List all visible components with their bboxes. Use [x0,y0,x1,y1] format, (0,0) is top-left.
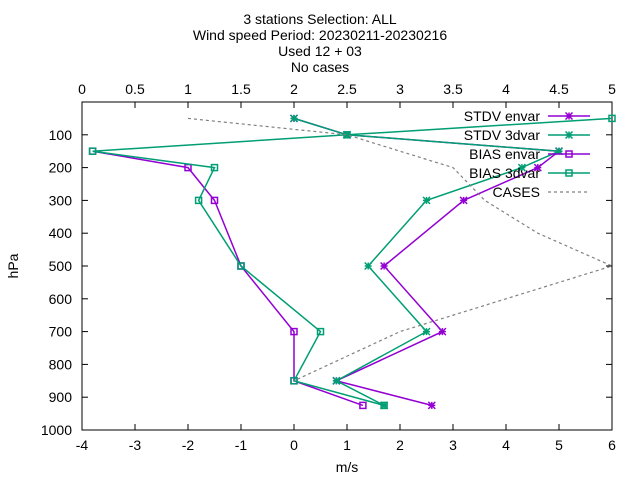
y-axis-label: hPa [5,253,21,278]
x2-tick-label: 0 [78,81,86,97]
x2-tick-label: 4 [502,81,510,97]
chart-title-line-3: Used 12 + 03 [278,43,362,59]
data-point-square [290,377,298,385]
y-tick-label: 500 [49,258,73,274]
chart-title-line-1: 3 stations Selection: ALL [243,11,397,27]
legend-label-3: BIAS envar [469,146,540,162]
y-tick-label: 300 [49,192,73,208]
x-axis-label: m/s [336,459,359,475]
series-line-3 [92,150,364,407]
x2-tick-label: 1 [184,81,192,97]
data-point-square [88,147,97,155]
x2-tick-label: 1.5 [231,81,251,97]
data-point-square [316,327,325,336]
data-point-square [194,196,203,205]
data-point-square [380,401,388,410]
x2-tick-label: 3.5 [443,81,463,97]
x2-tick-label: 2 [290,81,298,97]
legend-label-1: STDV envar [464,108,541,124]
x-tick-label: -4 [76,437,89,453]
y-tick-label: 100 [49,127,73,143]
legend-label-5: CASES [493,184,540,200]
x-tick-label: 0 [290,437,298,453]
data-point-square [565,169,573,177]
x-tick-label: 4 [502,437,510,453]
series-line-4 [92,117,613,407]
data-point-square [210,163,219,172]
x2-tick-label: 4.5 [549,81,569,97]
x2-tick-label: 0.5 [125,81,145,97]
data-point-square [565,150,573,158]
x2-tick-label: 5 [608,81,616,97]
y-tick-label: 800 [49,356,73,372]
x-tick-label: 1 [343,437,351,453]
y-tick-label: 700 [49,324,73,340]
y-tick-label: 200 [49,160,73,176]
x-tick-label: 5 [555,437,563,453]
data-point-square [608,114,616,123]
x2-tick-label: 3 [396,81,404,97]
x-tick-label: -2 [182,437,195,453]
x-tick-label: 2 [396,437,404,453]
x-tick-label: -1 [235,437,248,453]
x2-tick-label: 2.5 [337,81,357,97]
series-line-5 [187,117,614,382]
x-tick-label: 6 [608,437,616,453]
x-tick-label: 3 [449,437,457,453]
y-tick-label: 400 [49,225,73,241]
data-point-square [359,401,367,410]
data-point-square [210,196,219,205]
data-point-square [237,262,245,270]
chart-title-line-2: Wind speed Period: 20230211-20230216 [192,27,448,43]
legend-label-4: BIAS 3dvar [469,165,540,181]
y-tick-label: 600 [49,291,73,307]
legend-label-2: STDV 3dvar [464,127,541,143]
y-tick-label: 900 [49,389,73,405]
data-point-square [290,327,298,336]
x-tick-label: -3 [129,437,142,453]
y-tick-label: 1000 [41,422,72,438]
chart-title-line-4: No cases [290,59,350,75]
